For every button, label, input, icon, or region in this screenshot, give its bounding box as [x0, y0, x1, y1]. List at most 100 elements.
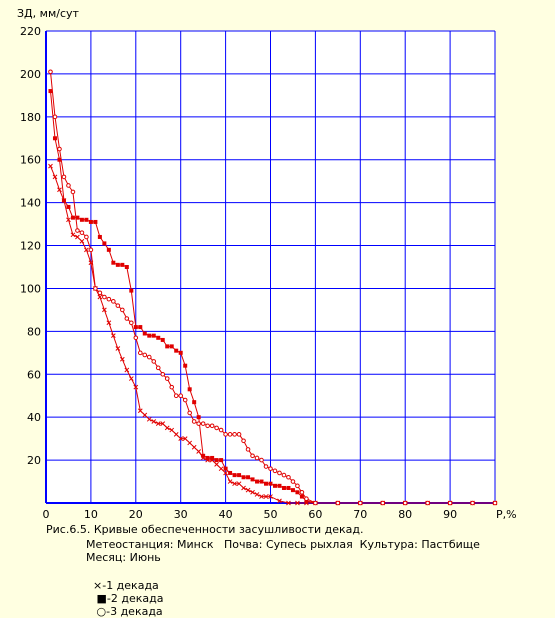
- legend-marker-square: ■: [96, 592, 107, 605]
- data-point-circle: [196, 421, 201, 426]
- data-point-square: [102, 241, 107, 246]
- data-point-circle: [214, 425, 219, 431]
- data-point-square: [174, 348, 179, 353]
- data-point-x: [133, 384, 139, 390]
- data-point-square: [187, 387, 192, 392]
- data-point-x: [79, 238, 85, 244]
- data-point-circle: [281, 472, 287, 478]
- data-point-square: [223, 466, 228, 471]
- x-tick-label: 30: [174, 508, 188, 521]
- data-point-square: [75, 215, 80, 220]
- data-point-square: [120, 262, 125, 267]
- data-point-square: [84, 217, 89, 222]
- data-point-circle: [52, 114, 58, 120]
- data-point-x: [236, 481, 242, 487]
- data-point-x: [178, 436, 184, 441]
- chart-canvas: 0 10 20 30 40 50 60 70 80 90 20 40 60 80 100 120 140 160 1…: [17, 7, 517, 521]
- data-point-x: [66, 217, 71, 223]
- data-point-x: [142, 412, 148, 418]
- data-point-square: [129, 288, 134, 293]
- data-point-x: [124, 367, 130, 373]
- data-point-x: [70, 232, 76, 238]
- data-point-circle: [295, 483, 300, 489]
- legend: ×-1 декада ■-2 декада ○-3 декада: [86, 566, 163, 618]
- legend-marker-circle: ○: [96, 605, 107, 618]
- data-point-square: [169, 344, 174, 349]
- data-point-circle: [272, 468, 278, 474]
- data-point-circle: [290, 479, 296, 484]
- data-point-x: [57, 187, 62, 193]
- data-point-square: [151, 333, 156, 338]
- data-point-square: [281, 485, 286, 490]
- data-point-circle: [169, 384, 175, 390]
- data-point-x: [164, 425, 170, 431]
- data-point-square: [178, 350, 183, 355]
- y-tick-label: 160: [20, 154, 41, 167]
- x-tick-label: 80: [398, 508, 412, 521]
- data-point-square: [61, 198, 66, 203]
- data-point-circle: [120, 307, 125, 313]
- data-point-square: [232, 473, 237, 478]
- data-point-square: [205, 455, 210, 460]
- data-point-square: [147, 333, 152, 338]
- data-point-circle: [380, 500, 386, 506]
- data-point-circle: [66, 183, 71, 188]
- data-point-circle: [151, 359, 157, 364]
- data-point-x: [227, 479, 233, 484]
- data-point-circle: [84, 234, 89, 240]
- data-point-circle: [111, 299, 116, 304]
- station-info: Метеостанция: Минск Почва: Супесь рыхлая…: [86, 538, 480, 551]
- y-tick-label: 200: [20, 68, 41, 81]
- data-point-circle: [187, 410, 192, 416]
- data-point-circle: [223, 432, 228, 437]
- data-point-circle: [93, 286, 98, 291]
- data-point-circle: [227, 432, 233, 437]
- x-tick-label: 40: [219, 508, 233, 521]
- data-point-square: [268, 481, 273, 486]
- data-point-square: [165, 344, 170, 349]
- data-point-circle: [178, 393, 183, 399]
- data-point-x: [182, 436, 188, 441]
- data-point-circle: [97, 290, 103, 296]
- data-point-square: [57, 157, 62, 162]
- data-point-circle: [102, 294, 107, 300]
- data-point-circle: [75, 228, 80, 233]
- data-point-square: [255, 479, 260, 484]
- data-point-square: [124, 265, 129, 269]
- data-point-circle: [160, 371, 166, 377]
- data-point-square: [133, 325, 138, 330]
- data-point-x: [250, 489, 255, 495]
- x-tick-label: 10: [84, 508, 98, 521]
- data-point-circle: [106, 296, 112, 302]
- data-point-circle: [115, 303, 121, 308]
- data-point-circle: [164, 376, 170, 381]
- data-point-square: [138, 325, 143, 330]
- data-point-square: [196, 415, 201, 420]
- data-point-circle: [263, 464, 269, 469]
- data-point-circle: [146, 354, 152, 360]
- data-point-circle: [299, 489, 305, 495]
- series-layer: [48, 69, 498, 506]
- data-point-circle: [492, 500, 498, 506]
- data-point-circle: [133, 335, 139, 341]
- data-point-circle: [218, 427, 224, 433]
- data-point-square: [277, 483, 282, 488]
- data-point-circle: [200, 421, 206, 426]
- data-point-x: [97, 294, 103, 300]
- data-point-square: [52, 136, 57, 141]
- data-point-circle: [209, 423, 215, 429]
- data-point-x: [191, 444, 197, 450]
- data-point-circle: [61, 174, 67, 180]
- x-tick-label: 50: [264, 508, 278, 521]
- data-point-circle: [79, 230, 85, 235]
- data-point-circle: [268, 466, 273, 471]
- data-point-circle: [142, 352, 148, 358]
- x-tick-label: 90: [443, 508, 457, 521]
- data-point-circle: [88, 247, 94, 253]
- data-point-square: [79, 217, 84, 222]
- month-info: Месяц: Июнь: [86, 551, 161, 564]
- y-axis-label: ЗД, мм/сут: [17, 7, 79, 20]
- data-point-square: [111, 260, 116, 265]
- y-tick-label: 40: [27, 411, 41, 424]
- y-tick-label: 220: [20, 25, 41, 38]
